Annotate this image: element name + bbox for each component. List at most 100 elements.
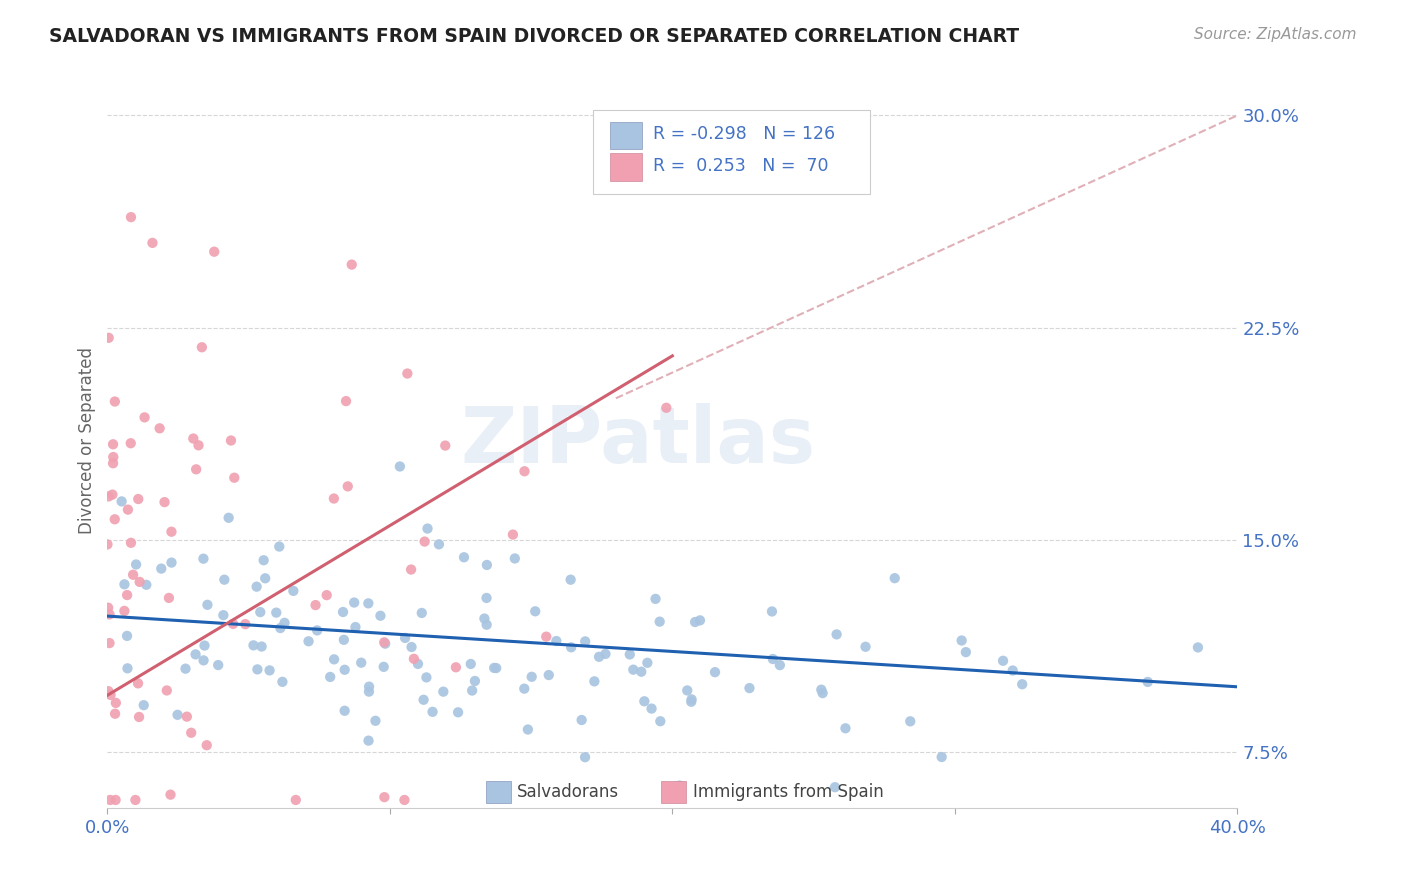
Point — [588, 649, 610, 664]
Point — [197, 598, 219, 612]
Point — [633, 694, 655, 708]
Point — [524, 604, 547, 618]
Point — [315, 588, 337, 602]
Point — [127, 676, 149, 690]
Point — [357, 680, 380, 694]
Point — [344, 620, 367, 634]
Point — [394, 793, 416, 807]
Bar — [610, 121, 643, 150]
Point — [681, 695, 703, 709]
Point — [132, 698, 155, 713]
Point — [460, 657, 482, 671]
Point — [689, 613, 711, 627]
Point — [373, 635, 395, 649]
Point — [125, 558, 148, 572]
Point — [128, 710, 150, 724]
Point — [336, 479, 359, 493]
Point — [1187, 640, 1209, 655]
Point — [399, 562, 422, 576]
Point — [640, 701, 662, 715]
Point — [761, 605, 783, 619]
Point — [193, 639, 215, 653]
Point — [683, 615, 706, 629]
Point — [259, 664, 281, 678]
Point — [370, 608, 392, 623]
Point — [333, 632, 356, 647]
Point — [898, 714, 921, 729]
Point — [668, 779, 690, 793]
Point — [676, 683, 699, 698]
Point — [357, 596, 380, 610]
Point — [464, 673, 486, 688]
Point — [413, 534, 436, 549]
Point — [422, 705, 444, 719]
Point — [560, 640, 582, 655]
Point — [98, 607, 121, 622]
Point — [117, 502, 139, 516]
Text: Immigrants from Spain: Immigrants from Spain — [693, 783, 883, 801]
Point — [475, 558, 498, 572]
Point — [207, 658, 229, 673]
Point — [283, 583, 305, 598]
Bar — [486, 781, 510, 804]
Point — [650, 714, 672, 729]
Point — [485, 661, 508, 675]
Point — [214, 573, 236, 587]
Point — [357, 733, 380, 747]
Point — [97, 684, 120, 698]
Point — [583, 674, 606, 689]
Point — [114, 577, 136, 591]
Point — [824, 780, 846, 795]
Point — [159, 788, 181, 802]
Point — [135, 578, 157, 592]
Point — [648, 615, 671, 629]
Point — [513, 681, 536, 696]
Point — [97, 600, 120, 615]
Point — [434, 439, 457, 453]
Point — [619, 648, 641, 662]
Point — [630, 665, 652, 679]
Point — [322, 491, 344, 506]
Point — [950, 633, 973, 648]
Point — [212, 608, 235, 623]
Point — [122, 567, 145, 582]
Point — [120, 436, 142, 450]
Point — [174, 662, 197, 676]
Point — [427, 537, 450, 551]
FancyBboxPatch shape — [593, 110, 870, 194]
Point — [931, 750, 953, 764]
Point — [502, 527, 524, 541]
Point — [825, 627, 848, 641]
Text: Source: ZipAtlas.com: Source: ZipAtlas.com — [1194, 27, 1357, 42]
Point — [249, 605, 271, 619]
Point — [153, 495, 176, 509]
Point — [98, 793, 121, 807]
Point — [546, 634, 568, 648]
Point — [388, 459, 411, 474]
Point — [574, 634, 596, 648]
Point — [503, 551, 526, 566]
Point — [156, 683, 179, 698]
Point — [991, 654, 1014, 668]
Point — [396, 367, 419, 381]
Point — [655, 401, 678, 415]
Point — [333, 663, 356, 677]
Point — [374, 637, 396, 651]
Point — [412, 693, 434, 707]
Point — [284, 793, 307, 807]
Point — [394, 631, 416, 645]
Text: Salvadorans: Salvadorans — [516, 783, 619, 801]
Point — [406, 657, 429, 671]
Point — [253, 553, 276, 567]
Text: R = -0.298   N = 126: R = -0.298 N = 126 — [654, 125, 835, 143]
Point — [373, 790, 395, 805]
Point — [883, 571, 905, 585]
Point — [141, 235, 163, 250]
Point — [115, 588, 138, 602]
Point — [186, 462, 208, 476]
Point — [219, 434, 242, 448]
Point — [224, 471, 246, 485]
Point — [271, 674, 294, 689]
Point — [273, 615, 295, 630]
Point — [104, 512, 127, 526]
